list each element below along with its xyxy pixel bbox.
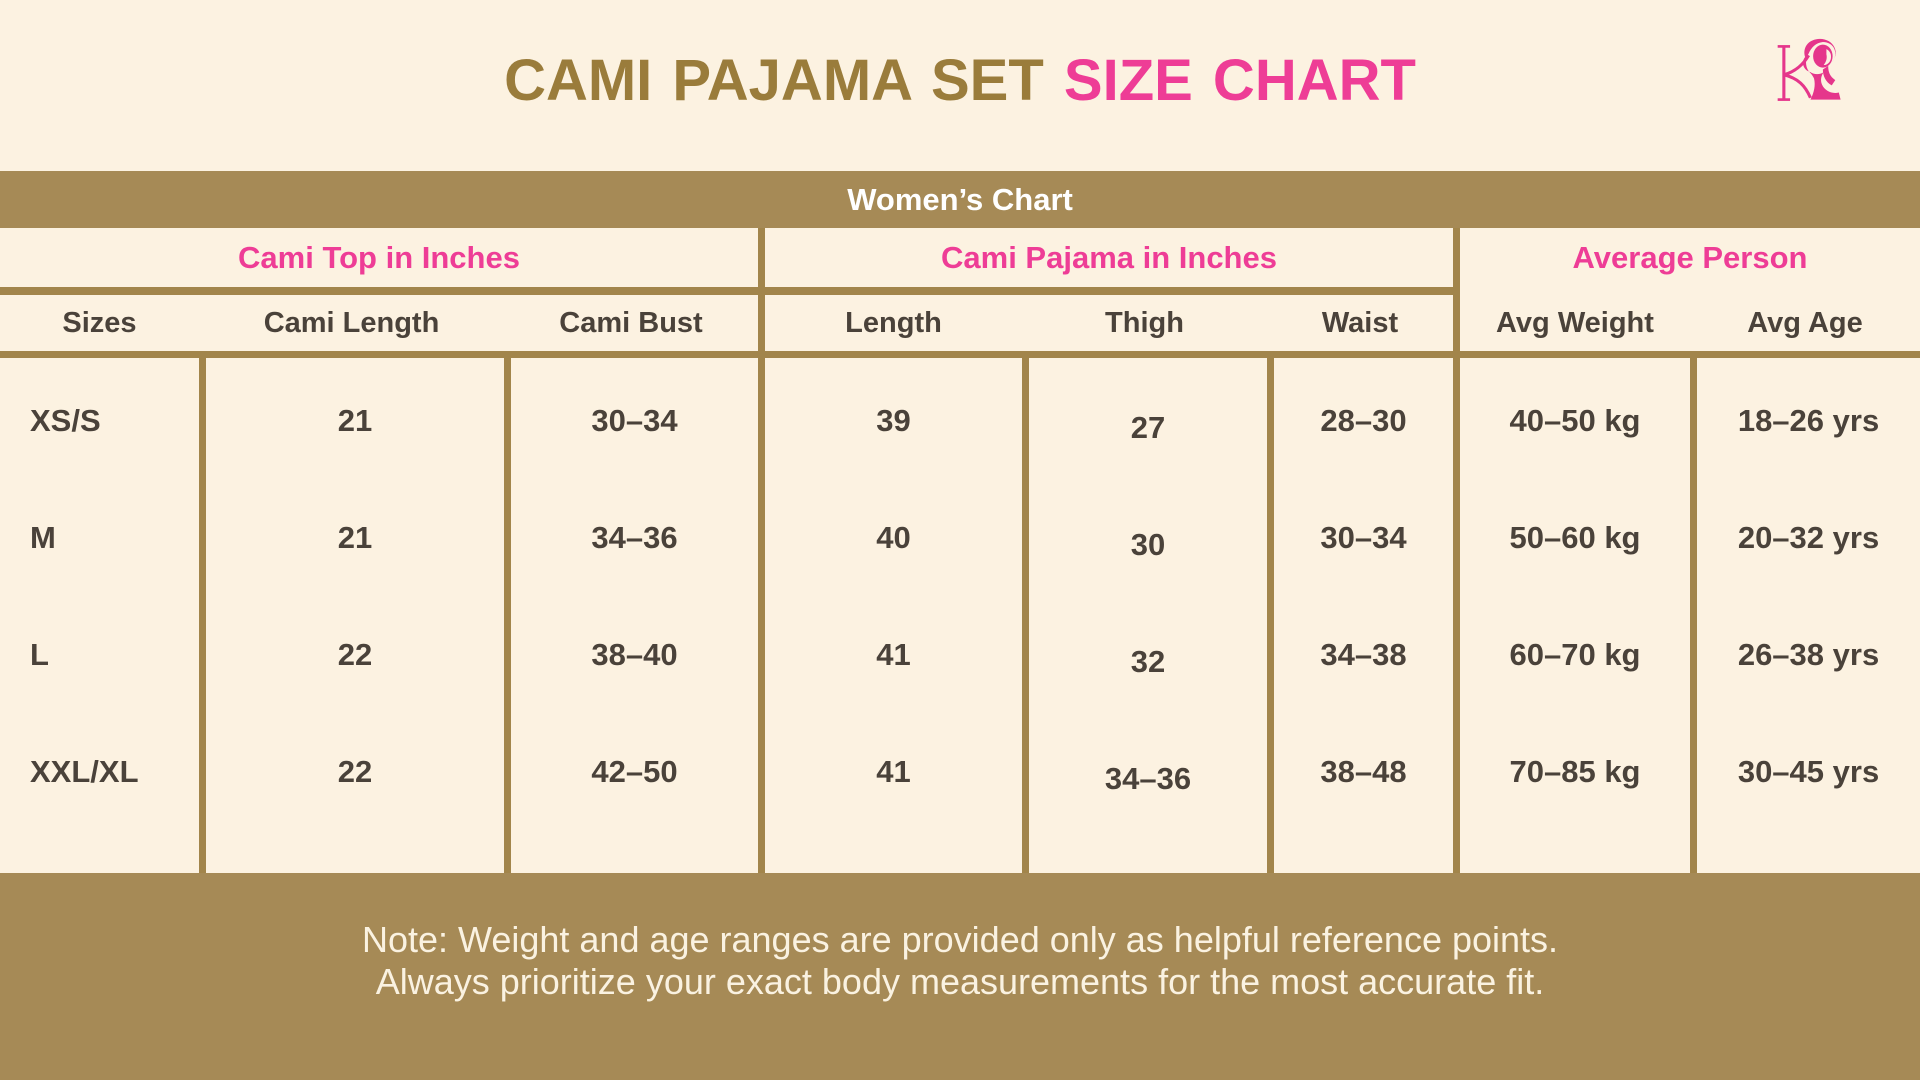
cell-avg-weight: 60–70 kg [1453,592,1690,709]
table-row-xxl-xl: XXL/XL 22 42–50 41 34–36 38–48 70–85 kg … [0,709,1920,826]
cell-avg-weight: 50–60 kg [1453,475,1690,592]
column-header-avg-age: Avg Age [1690,295,1920,358]
cell-waist: 28–30 [1267,358,1453,475]
table-row-xs-s: XS/S 21 30–34 39 27 28–30 40–50 kg 18–26… [0,358,1920,475]
cell-avg-age: 18–26 yrs [1690,358,1920,475]
cell-length: 40 [758,475,1022,592]
woman-monogram-icon [1777,38,1841,101]
cell-waist: 38–48 [1267,709,1453,826]
size-label: M [0,475,199,592]
cell-avg-age: 26–38 yrs [1690,592,1920,709]
table-row-l: L 22 38–40 41 32 34–38 60–70 kg 26–38 yr… [0,592,1920,709]
column-header-length: Length [758,295,1022,358]
cell-cami-length: 21 [199,358,504,475]
cell-avg-weight: 40–50 kg [1453,358,1690,475]
cell-cami-bust: 42–50 [504,709,758,826]
column-header-avg-weight: Avg Weight [1453,295,1690,358]
cell-cami-length: 22 [199,709,504,826]
size-label: XS/S [0,358,199,475]
table-band-row: Women’s Chart [0,171,1920,228]
size-chart-table: Women’s Chart Cami Top in Inches Cami Pa… [0,171,1920,873]
cell-avg-age: 20–32 yrs [1690,475,1920,592]
column-header-sizes: Sizes [0,295,199,358]
column-header-thigh: Thigh [1022,295,1267,358]
table-band-title: Women’s Chart [0,171,1920,228]
cell-cami-bust: 30–34 [504,358,758,475]
cell-length: 41 [758,709,1022,826]
group-header-average-person: Average Person [1453,228,1920,295]
group-header-cami-top: Cami Top in Inches [0,228,758,295]
cell-waist: 30–34 [1267,475,1453,592]
group-header-cami-pajama: Cami Pajama in Inches [758,228,1453,295]
cell-length: 41 [758,592,1022,709]
cell-avg-weight: 70–85 kg [1453,709,1690,826]
group-header-row: Cami Top in Inches Cami Pajama in Inches… [0,228,1920,295]
column-header-waist: Waist [1267,295,1453,358]
cell-length: 39 [758,358,1022,475]
footer-note-line2: Always prioritize your exact body measur… [375,961,1545,1003]
page-title-accent: SIZE CHART [1063,48,1416,113]
cell-cami-length: 22 [199,592,504,709]
cell-cami-length: 21 [199,475,504,592]
column-header-row: Sizes Cami Length Cami Bust Length Thigh… [0,295,1920,358]
size-label: XXL/XL [0,709,199,826]
cell-thigh: 27 [1022,358,1267,475]
page-title: CAMI PAJAMA SET SIZE CHART [504,47,1416,114]
cell-thigh: 34–36 [1022,709,1267,826]
page-title-main: CAMI PAJAMA SET [504,48,1044,113]
table-spacer-row [0,826,1920,873]
cell-cami-bust: 38–40 [504,592,758,709]
footer-note-line1: Note: Weight and age ranges are provided… [361,919,1559,960]
cell-thigh: 32 [1022,592,1267,709]
cell-waist: 34–38 [1267,592,1453,709]
column-header-cami-length: Cami Length [199,295,504,358]
cell-thigh: 30 [1022,475,1267,592]
cell-avg-age: 30–45 yrs [1690,709,1920,826]
cell-cami-bust: 34–36 [504,475,758,592]
column-header-cami-bust: Cami Bust [504,295,758,358]
title-area: CAMI PAJAMA SET SIZE CHART [0,0,1920,171]
size-label: L [0,592,199,709]
table-row-m: M 21 34–36 40 30 30–34 50–60 kg 20–32 yr… [0,475,1920,592]
footer-note: Note: Weight and age ranges are provided… [0,873,1920,1080]
